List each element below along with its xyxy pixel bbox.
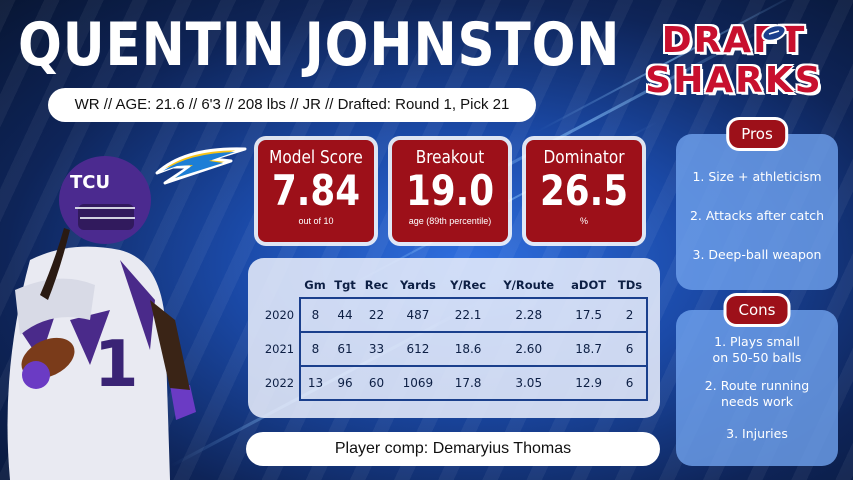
table-header-cell: Y/Rec [450,277,487,292]
table-cell: 2.28 [493,297,565,333]
table-cell: 33 [360,332,393,367]
table-cell: 18.6 [442,332,494,367]
dominator-note: % [579,216,588,226]
model-score-label: Model Score [269,147,363,168]
table-cell: 13 [299,366,330,401]
table-cell: 61 [329,332,361,367]
table-header-blank [260,272,300,298]
model-score-card: Model Score 7.84 out of 10 [258,140,374,242]
table-cell: 612 [392,332,443,367]
logo-line-1: DRAFT [661,20,807,61]
table-header-cell: Rec [364,277,389,292]
dominator-value: 26.5 [539,166,629,215]
table-year-cell: 2020 [264,308,295,322]
table-cell: 60 [360,366,393,401]
player-comp-bar: Player comp: Demaryius Thomas [246,432,660,466]
model-score-value: 7.84 [271,166,361,215]
player-info-bar: WR // AGE: 21.6 // 6'3 // 208 lbs // JR … [48,88,536,122]
table-cell: 44 [329,297,361,333]
model-score-note: out of 10 [298,216,334,226]
pros-panel: Pros 1. Size + athleticism 2. Attacks af… [676,120,838,290]
cons-badge: Cons [726,296,788,324]
table-header-cell: TDs [617,277,643,292]
table-cell: 3.05 [493,366,565,401]
table-header-cell: Y/Route [503,277,555,292]
table-cell: 6 [613,332,648,367]
cons-item-line: 3. Injuries [726,426,788,441]
dominator-card: Dominator 26.5 % [526,140,642,242]
table-cell: 18.7 [564,332,614,367]
table-cell: 1069 [392,366,443,401]
table-cell: 17.8 [442,366,494,401]
cons-item-line: 2. Route running [704,378,810,393]
table-header-row: Gm Tgt Rec Yards Y/Rec Y/Route aDOT TDs [260,272,647,298]
table-cell: 2.60 [493,332,565,367]
table-year-cell: 2022 [264,376,295,390]
table-row: 2020 8 44 22 487 22.1 2.28 17.5 2 [260,297,648,333]
pros-item: 1. Size + athleticism [692,169,822,184]
table-header-cell: Tgt [334,277,356,292]
pros-item: 3. Deep-ball weapon [692,247,822,262]
college-stats-panel: Gm Tgt Rec Yards Y/Rec Y/Route aDOT TDs 2020 8 44… [248,258,660,418]
cons-item-line: on 50-50 balls [712,350,802,365]
jersey-number: 1 [94,328,139,402]
cons-item-line: needs work [721,394,793,409]
cons-item-line: 1. Plays small [714,334,800,349]
table-row: 2022 13 96 60 1069 17.8 3.05 12.9 6 [260,366,648,401]
table-cell: 487 [392,297,443,333]
table-header-cell: aDOT [571,277,607,292]
cons-item-2: 2. Route running needs work [676,378,838,410]
table-cell: 17.5 [564,297,614,333]
logo-line-2: SHARKS [645,60,823,101]
table-cell: 8 [299,332,330,367]
table-header-cell: Yards [400,277,436,292]
breakout-card: Breakout 19.0 age (89th percentile) [392,140,508,242]
breakout-value: 19.0 [405,166,495,215]
pros-badge: Pros [729,120,785,148]
table-row: 2021 8 61 33 612 18.6 2.60 18.7 6 [260,332,648,367]
table-cell: 22.1 [442,297,494,333]
table-header-cell: Gm [304,277,326,292]
table-year-cell: 2021 [264,342,295,356]
cons-item-3: 3. Injuries [676,426,838,442]
chargers-bolt-icon [155,147,247,185]
table-cell: 96 [329,366,361,401]
table-cell: 2 [613,297,648,333]
table-cell: 22 [360,297,393,333]
cons-item-1: 1. Plays small on 50-50 balls [676,334,838,366]
college-stats-table: Gm Tgt Rec Yards Y/Rec Y/Route aDOT TDs 2020 8 44… [260,272,648,401]
cons-panel: Cons 1. Plays small on 50-50 balls 2. Ro… [676,296,838,466]
dominator-label: Dominator [543,147,625,168]
draft-sharks-logo: DRAFT SHARKS [645,22,823,104]
table-cell: 12.9 [564,366,614,401]
table-cell: 6 [613,366,648,401]
football-icon [761,24,787,42]
jersey-text: TCU [70,172,111,193]
table-cell: 8 [299,297,330,333]
player-name-title: QUENTIN JOHNSTON [18,10,621,80]
breakout-note: age (89th percentile) [408,216,492,226]
pros-item: 2. Attacks after catch [689,208,825,223]
player-photo: TCU 1 [0,150,230,480]
breakout-label: Breakout [415,147,485,168]
